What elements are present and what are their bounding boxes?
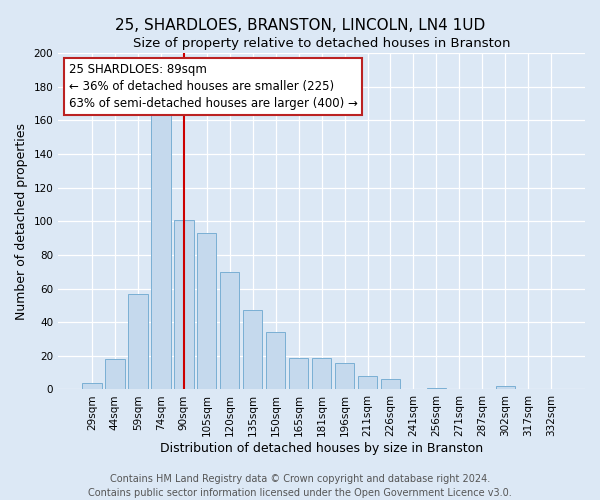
Bar: [220, 272, 239, 390]
Bar: [174, 220, 194, 390]
Bar: [82, 382, 101, 390]
Bar: [358, 376, 377, 390]
Bar: [151, 112, 170, 390]
Text: 25, SHARDLOES, BRANSTON, LINCOLN, LN4 1UD: 25, SHARDLOES, BRANSTON, LINCOLN, LN4 1U…: [115, 18, 485, 32]
Text: 25 SHARDLOES: 89sqm
← 36% of detached houses are smaller (225)
63% of semi-detac: 25 SHARDLOES: 89sqm ← 36% of detached ho…: [69, 63, 358, 110]
Bar: [243, 310, 262, 390]
X-axis label: Distribution of detached houses by size in Branston: Distribution of detached houses by size …: [160, 442, 483, 455]
Bar: [289, 358, 308, 390]
Title: Size of property relative to detached houses in Branston: Size of property relative to detached ho…: [133, 38, 511, 51]
Bar: [266, 332, 286, 390]
Bar: [381, 380, 400, 390]
Bar: [128, 294, 148, 390]
Bar: [197, 233, 217, 390]
Bar: [335, 362, 355, 390]
Bar: [105, 359, 125, 390]
Y-axis label: Number of detached properties: Number of detached properties: [15, 123, 28, 320]
Text: Contains HM Land Registry data © Crown copyright and database right 2024.
Contai: Contains HM Land Registry data © Crown c…: [88, 474, 512, 498]
Bar: [312, 358, 331, 390]
Bar: [427, 388, 446, 390]
Bar: [496, 386, 515, 390]
